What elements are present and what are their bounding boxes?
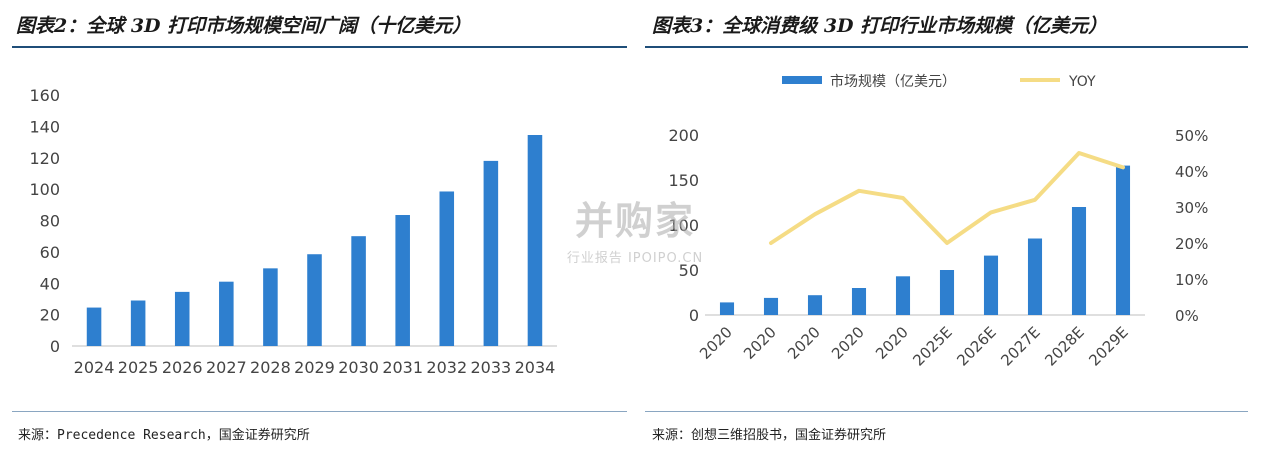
x-tick-label: 2026 (162, 358, 203, 377)
y-right-tick-label: 30% (1175, 199, 1208, 217)
x-tick-label: 2027E (997, 323, 1043, 369)
legend-label-bars: 市场规模（亿美元） (830, 73, 956, 90)
y-tick-label: 100 (29, 180, 60, 199)
legend-swatch-line (1020, 78, 1060, 82)
footer-rule-left (12, 411, 627, 412)
source-note-left: 来源：Precedence Research，国金证券研究所 (18, 428, 310, 443)
bar-2033 (483, 160, 499, 346)
x-tick-label: 2031 (382, 358, 423, 377)
y-right-tick-label: 10% (1175, 271, 1208, 289)
bar-2020 (719, 302, 735, 315)
x-tick-label: 2020 (828, 323, 868, 363)
y-left-tick-label: 100 (668, 216, 699, 235)
x-tick-label: 2024 (74, 358, 115, 377)
y-tick-label: 60 (40, 243, 60, 262)
y-right-tick-label: 20% (1175, 235, 1208, 253)
x-tick-label: 2025 (118, 358, 159, 377)
x-tick-label: 2020 (696, 323, 736, 363)
footer-rule-right (645, 411, 1248, 412)
bar-2028E (1071, 207, 1087, 315)
combo-chart-consumer-3d-printing: 市场规模（亿美元） YOY 0 50 100 150 200 0% 10% 20% 30% 40% 50… (668, 73, 1208, 370)
y-tick-label: 80 (40, 212, 60, 231)
y-tick-label: 0 (50, 337, 60, 356)
y-left-tick-label: 50 (679, 261, 699, 280)
x-tick-label: 2020 (740, 323, 780, 363)
y-tick-label: 120 (29, 149, 60, 168)
y-left-tick-label: 0 (689, 306, 699, 325)
x-tick-label: 2020 (784, 323, 824, 363)
x-tick-label: 2027 (206, 358, 247, 377)
x-tick-label: 2029E (1085, 323, 1131, 369)
bar-2027 (219, 281, 234, 346)
bar-2031 (395, 215, 410, 346)
y-tick-label: 140 (29, 117, 60, 136)
y-tick-label: 40 (40, 274, 60, 293)
bar-2020 (851, 288, 867, 315)
y-tick-label: 160 (29, 86, 60, 105)
y-right-tick-label: 0% (1175, 307, 1199, 325)
x-tick-label: 2025E (909, 323, 955, 369)
x-tick-label: 2028E (1041, 323, 1087, 369)
title-rule-right (645, 46, 1248, 48)
x-tick-label: 2020 (872, 323, 912, 363)
y-tick-label: 20 (40, 306, 60, 325)
source-note-right: 来源：创想三维招股书，国金证券研究所 (652, 428, 887, 443)
legend-label-line: YOY (1068, 74, 1096, 90)
x-tick-label: 2032 (426, 358, 467, 377)
x-tick-label: 2030 (338, 358, 379, 377)
x-tick-label: 2028 (250, 358, 291, 377)
bar-2029E (1115, 165, 1131, 315)
bar-2020 (763, 297, 779, 315)
bar-2026 (174, 291, 190, 346)
y-right-tick-label: 40% (1175, 163, 1208, 181)
y-right-tick-label: 50% (1175, 127, 1208, 145)
bar-2020 (807, 295, 823, 315)
x-tick-label: 2034 (515, 358, 556, 377)
x-tick-label: 2029 (294, 358, 335, 377)
bar-2020 (895, 276, 911, 315)
bar-2025E (939, 270, 955, 315)
y-left-tick-label: 150 (668, 171, 699, 190)
bar-2030 (351, 236, 366, 346)
yoy-line (769, 151, 1125, 245)
bar-2027E (1027, 238, 1043, 315)
bar-2032 (439, 191, 455, 346)
chart-title-right: 图表3：全球消费级 3D 打印行业市场规模（亿美元） (652, 15, 1108, 37)
x-tick-label: 2033 (471, 358, 512, 377)
bar-2029 (307, 254, 322, 346)
legend-swatch-bars (782, 76, 822, 84)
title-rule-left (12, 46, 627, 48)
y-left-tick-label: 200 (668, 126, 699, 145)
bar-2026E (983, 255, 999, 315)
bar-2024 (86, 307, 102, 346)
bar-2034 (527, 135, 543, 346)
bar-2025 (130, 300, 146, 346)
x-tick-label: 2026E (953, 323, 999, 369)
chart-title-left: 图表2：全球 3D 打印市场规模空间广阔（十亿美元） (16, 15, 472, 37)
bar-2028 (263, 268, 278, 346)
